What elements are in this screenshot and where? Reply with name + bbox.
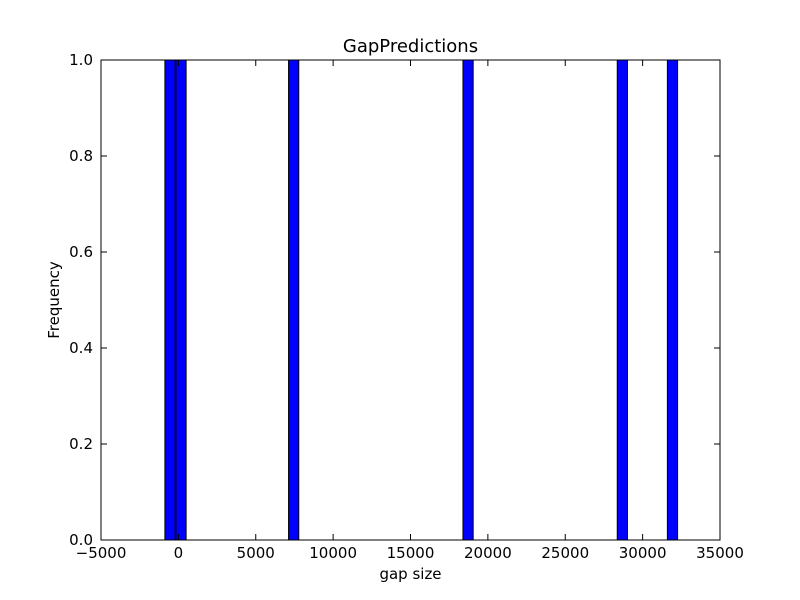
bar-6 (666, 59, 679, 541)
x-tick-label-4: 15000 (387, 544, 435, 562)
x-tick-label-7: 30000 (619, 544, 667, 562)
x-tick-label-3: 10000 (309, 544, 357, 562)
x-tick-label-8: 35000 (696, 544, 744, 562)
y-axis-label: Frequency (45, 261, 63, 339)
x-tick-label-1: 0 (174, 544, 184, 562)
ticks-layer: −5000 0 5000 10000 15000 20000 25000 30000 35000… (69, 51, 744, 562)
x-tick-label-2: 5000 (237, 544, 275, 562)
bar-3 (288, 59, 300, 541)
bars-layer (164, 59, 679, 541)
x-axis-label: gap size (379, 565, 441, 583)
x-tick-label-5: 20000 (464, 544, 512, 562)
y-tick-label-4: 0.8 (69, 147, 93, 165)
y-tick-label-2: 0.4 (69, 339, 93, 357)
x-tick-label-0: −5000 (76, 544, 127, 562)
y-tick-label-3: 0.6 (69, 243, 93, 261)
x-tick-label-6: 25000 (541, 544, 589, 562)
bar-4 (462, 59, 474, 541)
y-tick-label-0: 0.0 (69, 531, 93, 549)
y-tick-label-5: 1.0 (69, 51, 93, 69)
chart-title: GapPredictions (343, 36, 478, 57)
bar-1 (164, 59, 176, 541)
bar-5 (616, 59, 628, 541)
y-tick-label-1: 0.2 (69, 435, 93, 453)
bar-2 (175, 59, 187, 541)
